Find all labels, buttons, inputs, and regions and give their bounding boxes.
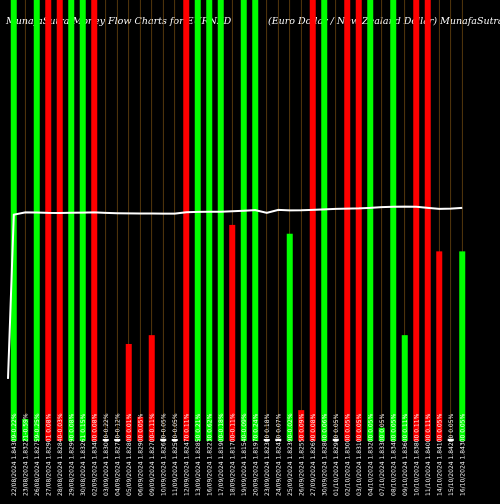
volume-bar (194, 0, 201, 441)
volume-bar (309, 0, 316, 441)
x-tick-label: 12/09/2024 1.82470 0.11% (183, 413, 190, 496)
volume-bar (275, 438, 282, 441)
volume-bar (148, 335, 155, 441)
x-tick-label: 30/09/2024 1.82800 0.06% (321, 413, 328, 496)
price-line (7, 205, 463, 379)
volume-bar (229, 224, 236, 441)
x-tick-label: 19/09/2024 1.81540-0.09% (241, 413, 248, 496)
x-tick-label: 03/10/2024 1.83100 0.05% (356, 413, 363, 496)
volume-bar (68, 0, 75, 441)
volume-bar (33, 0, 40, 441)
volume-bar (160, 438, 167, 441)
volume-bar (413, 0, 420, 441)
volume-bar (240, 0, 247, 441)
x-tick-label: 10/09/2024 1.82600-0.05% (160, 413, 167, 496)
x-tick-label: 04/09/2024 1.82780-0.12% (114, 413, 121, 496)
x-tick-label: 23/09/2024 1.82300 0.18% (264, 413, 271, 496)
x-tick-label: 02/09/2024 1.83400 0.08% (91, 413, 98, 496)
x-tick-label: 04/10/2024 1.83200 0.05% (367, 413, 374, 496)
x-tick-label: 03/09/2024 1.83000-0.22% (103, 413, 110, 496)
x-tick-label: 09/09/2024 1.82700-0.11% (149, 413, 156, 496)
x-tick-label: 09/10/2024 1.83600 0.11% (402, 413, 409, 496)
volume-bar (102, 439, 109, 441)
x-tick-label: 29/08/2024 1.82990 0.08% (68, 413, 75, 496)
volume-bar (436, 251, 443, 441)
volume-bar (390, 0, 397, 441)
volume-bar (447, 438, 454, 441)
volume-bar (206, 0, 213, 441)
x-tick-label: 02/10/2024 1.83000 0.05% (344, 413, 351, 496)
volume-bar (286, 233, 293, 441)
x-tick-label: 11/10/2024 1.84000 0.11% (425, 413, 432, 496)
x-tick-label: 05/09/2024 1.82800 0.01% (126, 413, 133, 496)
x-tick-label: 20/09/2024 1.81970 0.24% (252, 413, 259, 496)
x-tick-label: 28/08/2024 1.82840-0.03% (57, 413, 64, 496)
x-tick-label: 16/10/2024 1.84300 0.05% (459, 413, 466, 496)
x-tick-label: 30/08/2024 1.83261 0.15% (80, 413, 87, 496)
volume-bar (401, 335, 408, 441)
x-tick-label: 01/10/2024 1.82900 0.05% (333, 413, 340, 496)
x-tick-label: 14/10/2024 1.84100 0.05% (436, 413, 443, 496)
volume-bar (114, 439, 121, 441)
volume-bar (171, 439, 178, 441)
x-tick-label: 07/10/2024 1.83300 0.05% (379, 413, 386, 496)
x-tick-label: 22/08/2024 1.84309-0.22% (11, 413, 18, 496)
x-tick-label: 13/09/2024 1.82850 0.21% (195, 413, 202, 496)
volume-bar (424, 0, 431, 441)
price-line-series (7, 205, 463, 379)
volume-bar (263, 439, 270, 441)
volume-bar (125, 343, 132, 441)
x-tick-label: 11/09/2024 1.82500-0.05% (172, 413, 179, 496)
chart-title-left: MunafaSutra Money Flow Charts for EURNZD (5, 16, 232, 27)
volume-bar (378, 427, 385, 441)
volume-bar (367, 0, 374, 441)
x-tick-label: 16/09/2024 1.82230 0.62% (206, 413, 213, 496)
x-tick-label: 26/09/2024 1.82550 0.09% (298, 413, 305, 496)
x-tick-label: 10/10/2024 1.83800 0.11% (413, 413, 420, 496)
x-tick-label: 17/09/2024 1.81900-0.18% (218, 413, 225, 496)
volume-bar (45, 0, 52, 441)
volume-bar (252, 0, 259, 441)
volume-bar (355, 0, 362, 441)
volume-bar (79, 0, 86, 441)
volume-bar (217, 0, 224, 441)
volume-bar (22, 418, 29, 441)
x-tick-label: 27/09/2024 1.82690 0.08% (310, 413, 317, 496)
x-tick-label: 25/09/2024 1.82390-0.02% (287, 413, 294, 496)
volume-bar (56, 0, 63, 441)
x-tick-label: 26/08/2024 1.82759-0.25% (34, 413, 41, 496)
volume-bar (298, 410, 305, 441)
x-tick-label: 08/10/2024 1.83400 0.05% (390, 413, 397, 496)
chart-title-right: (Euro Dollar / New Zealand Dollar) Munaf… (268, 16, 500, 27)
x-tick-label: 23/08/2024 1.83221-0.59% (22, 413, 29, 496)
x-tick-label: 27/08/2024 1.82901 0.08% (45, 413, 52, 496)
volume-bar (344, 0, 351, 441)
x-tick-label: 15/10/2024 1.84200 0.05% (448, 413, 455, 496)
x-tick-label: 24/09/2024 1.82430 0.07% (275, 413, 282, 496)
x-tick-label: 18/09/2024 1.81700-0.11% (229, 413, 236, 496)
bar-series (10, 0, 466, 441)
volume-bar (332, 438, 339, 441)
volume-bar (91, 0, 98, 441)
x-tick-label: 06/09/2024 1.82900 0.05% (137, 413, 144, 496)
x-tick-labels: 22/08/2024 1.84309-0.22% 23/08/2024 1.832… (11, 413, 466, 496)
volume-bar (459, 251, 466, 441)
volume-bar (183, 0, 190, 441)
volume-bar (137, 416, 144, 441)
volume-bar (321, 0, 328, 441)
